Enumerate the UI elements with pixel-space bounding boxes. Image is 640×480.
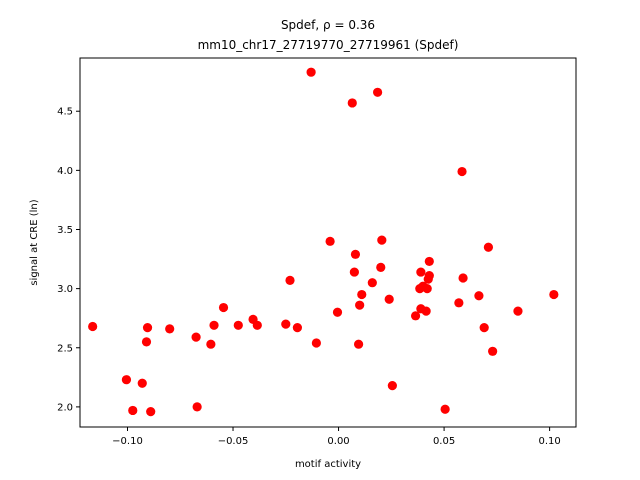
- data-point: [410, 311, 421, 321]
- data-point: [121, 375, 132, 385]
- data-point: [424, 271, 434, 281]
- data-point: [142, 323, 153, 333]
- data-point: [141, 337, 152, 347]
- x-tick-label: 0.05: [433, 436, 455, 447]
- chart-title-line1: Spdef, ρ = 0.36: [281, 18, 375, 32]
- data-point: [474, 291, 484, 301]
- data-point: [137, 378, 147, 388]
- data-point: [306, 67, 316, 77]
- y-tick-label: 4.0: [57, 166, 73, 177]
- data-point: [165, 324, 175, 334]
- x-tick-label: 0.00: [327, 436, 349, 447]
- data-point: [233, 320, 243, 330]
- y-tick-label: 3.5: [57, 225, 73, 236]
- data-point: [128, 405, 138, 416]
- data-point: [440, 404, 450, 414]
- data-point: [325, 236, 335, 246]
- data-point: [457, 166, 467, 177]
- y-tick-label: 2.0: [57, 402, 73, 413]
- data-point: [281, 319, 291, 329]
- data-point: [209, 320, 219, 330]
- data-point: [513, 306, 523, 316]
- chart-title-line2: mm10_chr17_27719770_27719961 (Spdef): [198, 38, 459, 52]
- data-point: [479, 323, 489, 333]
- data-point: [311, 338, 321, 348]
- data-point: [218, 302, 229, 313]
- data-point: [377, 235, 387, 245]
- data-point: [285, 275, 295, 285]
- y-axis-label: signal at CRE (ln): [29, 199, 40, 285]
- data-point: [483, 242, 494, 252]
- data-point: [146, 407, 156, 417]
- data-point: [350, 249, 361, 259]
- data-point: [332, 307, 343, 317]
- data-point: [373, 87, 383, 97]
- x-tick-label: −0.10: [112, 436, 143, 447]
- data-point: [347, 98, 357, 108]
- data-point: [549, 289, 559, 300]
- y-tick-label: 4.5: [57, 107, 73, 118]
- x-axis-label: motif activity: [295, 459, 361, 470]
- data-point: [416, 267, 426, 277]
- x-tick-label: −0.05: [218, 436, 249, 447]
- data-point: [376, 262, 386, 272]
- data-point: [355, 300, 365, 310]
- data-point: [454, 298, 464, 308]
- data-point: [367, 278, 377, 288]
- data-point: [424, 256, 434, 267]
- data-point: [206, 339, 216, 349]
- y-tick-label: 3.0: [57, 284, 73, 295]
- data-point: [421, 306, 431, 316]
- data-point: [384, 294, 394, 304]
- data-point: [252, 320, 262, 330]
- data-point: [387, 381, 397, 391]
- data-point: [191, 332, 201, 342]
- data-point: [192, 402, 202, 412]
- data-point: [88, 321, 98, 332]
- data-point: [354, 339, 364, 349]
- x-axis-ticks: −0.10 −0.05 0.00 0.05 0.10: [112, 427, 561, 447]
- y-axis-ticks: 2.0 2.5 3.0 3.5 4.0 4.5: [57, 107, 80, 413]
- data-point: [349, 267, 359, 277]
- plot-frame: [79, 57, 577, 428]
- data-points: [88, 67, 559, 417]
- data-point: [488, 346, 498, 356]
- y-tick-label: 2.5: [57, 343, 73, 354]
- data-point: [422, 284, 432, 294]
- data-point: [458, 273, 468, 283]
- data-point: [357, 289, 367, 300]
- x-tick-label: 0.10: [538, 436, 560, 447]
- data-point: [292, 323, 302, 333]
